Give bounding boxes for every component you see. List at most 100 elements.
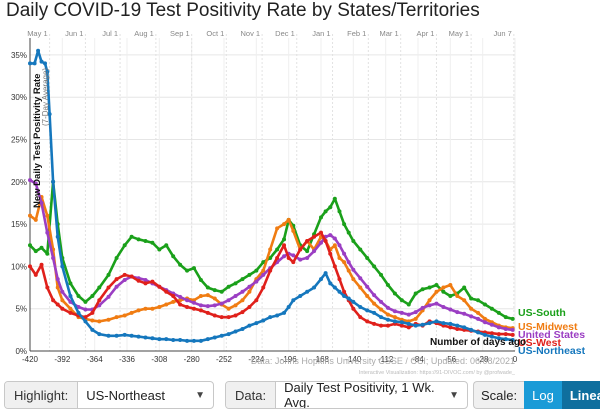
data-point [372, 293, 377, 298]
data-point [503, 327, 508, 332]
data-point [51, 179, 56, 184]
y-tick-label: 20% [11, 178, 27, 187]
series-label-us-south: US-South [518, 307, 566, 319]
data-point [275, 313, 280, 318]
data-point [358, 247, 363, 252]
data-point [469, 306, 474, 311]
data-point [358, 315, 363, 320]
data-point [372, 301, 377, 306]
data-point [462, 298, 467, 303]
data-point [469, 314, 474, 319]
x-axis-label: Number of days ago [430, 337, 526, 348]
month-label: Jun 1 [65, 29, 83, 38]
data-point [291, 228, 296, 233]
data-point [282, 310, 287, 315]
x-tick-label: -364 [87, 355, 104, 364]
data-point [205, 293, 210, 298]
data-point [496, 310, 501, 315]
data-point [379, 299, 384, 304]
data-point [441, 285, 446, 290]
data-point [171, 294, 176, 299]
data-point [106, 317, 111, 322]
x-tick-label: -56 [445, 355, 457, 364]
data-point [298, 294, 303, 299]
data-point [106, 333, 111, 338]
data-point [68, 281, 73, 286]
data-point [489, 334, 494, 339]
data-point [379, 272, 384, 277]
data-point [47, 112, 52, 117]
data-point [496, 325, 501, 330]
data-point [254, 298, 259, 303]
data-point [32, 61, 37, 66]
data-point [351, 306, 356, 311]
data-point [33, 272, 38, 277]
data-point [358, 305, 363, 310]
data-point [240, 327, 245, 332]
data-point [191, 306, 196, 311]
data-point [282, 222, 287, 227]
data-point [323, 209, 328, 214]
month-label: Sep 1 [170, 29, 190, 38]
data-point [342, 260, 347, 265]
data-point [83, 307, 88, 312]
data-point [76, 294, 81, 299]
data-point [33, 181, 38, 186]
data-point [129, 234, 134, 239]
data-point [372, 310, 377, 315]
data-point [372, 264, 377, 269]
data-point [462, 285, 467, 290]
x-tick-label: -252 [216, 355, 233, 364]
data-point [164, 337, 169, 342]
data-point [337, 209, 342, 214]
data-point [51, 255, 56, 260]
data-point [90, 310, 95, 315]
data-point [482, 316, 487, 321]
data-point [28, 213, 32, 218]
data-point [434, 301, 439, 306]
data-point [496, 336, 501, 341]
data-point [233, 281, 238, 286]
data-point [164, 289, 169, 294]
data-point [476, 316, 481, 321]
data-point [337, 255, 342, 260]
data-point [291, 260, 296, 265]
data-point [448, 325, 453, 330]
data-point [240, 277, 245, 282]
data-point [129, 310, 134, 315]
data-point [198, 294, 203, 299]
data-point [198, 303, 203, 308]
data-point [55, 285, 60, 290]
data-point [268, 255, 273, 260]
data-point [496, 332, 501, 337]
data-point [319, 240, 323, 245]
scale-linear-button[interactable]: Linear [561, 381, 600, 409]
data-point [346, 268, 351, 273]
data-point [45, 213, 50, 218]
month-label: Jun 7 [493, 29, 511, 38]
data-point [247, 289, 252, 294]
data-point [319, 215, 323, 220]
data-point [45, 285, 50, 290]
data-point [36, 48, 41, 53]
data-point [45, 251, 50, 256]
data-point [510, 316, 515, 321]
data-point [346, 296, 351, 301]
data-point [328, 233, 333, 238]
data-point [392, 309, 397, 314]
month-label: Oct 1 [206, 29, 224, 38]
highlight-select[interactable]: US-Northeast ▼ [78, 382, 213, 408]
month-label: Dec 1 [275, 29, 295, 38]
x-tick-label: -140 [345, 355, 362, 364]
data-point [39, 245, 44, 250]
scale-log-button[interactable]: Log [524, 381, 562, 409]
data-point [319, 277, 323, 282]
data-point [261, 318, 266, 323]
data-point [441, 289, 446, 294]
data-point [83, 319, 88, 324]
y-tick-label: 0% [15, 347, 27, 356]
data-select[interactable]: Daily Test Positivity, 1 Wk. Avg. ▼ [276, 382, 467, 408]
data-point [406, 321, 411, 326]
data-point [178, 302, 183, 307]
data-point [45, 69, 50, 74]
